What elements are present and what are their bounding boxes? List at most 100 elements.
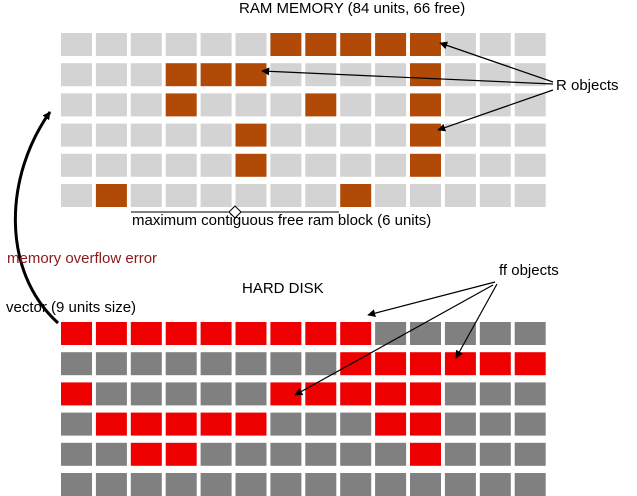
ram-used-cell (410, 153, 441, 177)
disk-used-cell (305, 322, 337, 345)
disk-free-cell (479, 473, 511, 496)
disk-used-cell (61, 382, 92, 406)
ram-free-cell (444, 33, 476, 56)
disk-used-cell (375, 412, 407, 436)
disk-free-cell (165, 352, 197, 376)
ram-free-cell (340, 93, 372, 117)
disk-free-cell (514, 322, 546, 345)
ff-arrow-1 (367, 281, 496, 318)
disk-free-cell (340, 473, 372, 496)
ram-used-cell (410, 63, 441, 87)
disk-used-cell (340, 322, 372, 345)
disk-used-cell (130, 412, 162, 436)
disk-free-cell (270, 473, 302, 496)
ram-free-cell (61, 184, 92, 207)
disk-used-cell (61, 322, 92, 345)
disk-used-cell (410, 352, 441, 376)
disk-free-cell (479, 442, 511, 466)
disk-used-cell (200, 322, 232, 345)
disk-free-cell (165, 382, 197, 406)
ram-free-cell (165, 153, 197, 177)
ram-free-cell (479, 33, 511, 56)
ram-free-cell (514, 153, 546, 177)
disk-used-cell (95, 322, 127, 345)
disk-free-cell (200, 382, 232, 406)
ram-used-cell (270, 33, 302, 56)
disk-used-cell (444, 352, 476, 376)
disk-free-cell (270, 442, 302, 466)
disk-free-cell (130, 382, 162, 406)
disk-used-cell (130, 322, 162, 345)
ram-free-cell (61, 63, 92, 87)
ram-free-cell (165, 184, 197, 207)
hard-disk-title: HARD DISK (242, 280, 324, 297)
disk-free-cell (305, 352, 337, 376)
disk-free-cell (340, 412, 372, 436)
ram-used-cell (235, 63, 267, 87)
disk-free-cell (479, 412, 511, 436)
disk-free-cell (444, 442, 476, 466)
ram-free-cell (410, 184, 441, 207)
ram-free-cell (270, 184, 302, 207)
disk-free-cell (200, 352, 232, 376)
disk-free-cell (165, 473, 197, 496)
ram-free-cell (235, 33, 267, 56)
disk-used-cell (165, 442, 197, 466)
ram-free-cell (514, 184, 546, 207)
ram-free-cell (130, 33, 162, 56)
disk-free-cell (95, 442, 127, 466)
ram-used-cell (410, 93, 441, 117)
ram-free-cell (270, 153, 302, 177)
ram-free-cell (95, 33, 127, 56)
disk-used-cell (340, 382, 372, 406)
ff-arrow-2 (455, 283, 498, 359)
disk-free-cell (514, 442, 546, 466)
vector-label: vector (9 units size) (6, 299, 137, 316)
max-contiguous-block-marker (131, 205, 339, 219)
ram-free-cell (130, 123, 162, 147)
disk-used-cell (235, 322, 267, 345)
disk-free-cell (340, 442, 372, 466)
disk-used-cell (95, 412, 127, 436)
ram-free-cell (305, 123, 337, 147)
disk-free-cell (95, 473, 127, 496)
ram-free-cell (200, 153, 232, 177)
disk-used-cell (235, 412, 267, 436)
ram-free-cell (340, 153, 372, 177)
ram-free-cell (375, 93, 407, 117)
disk-free-cell (514, 473, 546, 496)
disk-free-cell (130, 473, 162, 496)
ram-free-cell (375, 184, 407, 207)
ram-free-cell (130, 184, 162, 207)
ram-used-cell (200, 63, 232, 87)
r-arrow-2 (261, 67, 554, 85)
ram-free-cell (305, 153, 337, 177)
ram-free-cell (61, 153, 92, 177)
ram-used-cell (340, 184, 372, 207)
disk-used-cell (270, 382, 302, 406)
ram-free-cell (270, 93, 302, 117)
disk-free-cell (235, 442, 267, 466)
disk-free-cell (61, 412, 92, 436)
ram-free-cell (130, 63, 162, 87)
disk-free-cell (444, 412, 476, 436)
ram-free-cell (130, 153, 162, 177)
disk-free-cell (410, 322, 441, 345)
disk-free-cell (479, 322, 511, 345)
disk-free-cell (61, 473, 92, 496)
disk-free-cell (200, 442, 232, 466)
ram-free-cell (270, 123, 302, 147)
ram-free-cell (61, 123, 92, 147)
ram-free-cell (130, 93, 162, 117)
disk-free-cell (61, 352, 92, 376)
disk-free-cell (95, 352, 127, 376)
ram-used-cell (410, 123, 441, 147)
ram-used-cell (410, 33, 441, 56)
max-block-label: maximum contiguous free ram block (6 uni… (132, 212, 432, 229)
disk-free-cell (270, 352, 302, 376)
ram-title: RAM MEMORY (84 units, 66 free) (239, 0, 466, 17)
ram-free-cell (514, 123, 546, 147)
ram-free-cell (200, 184, 232, 207)
ram-free-cell (270, 63, 302, 87)
